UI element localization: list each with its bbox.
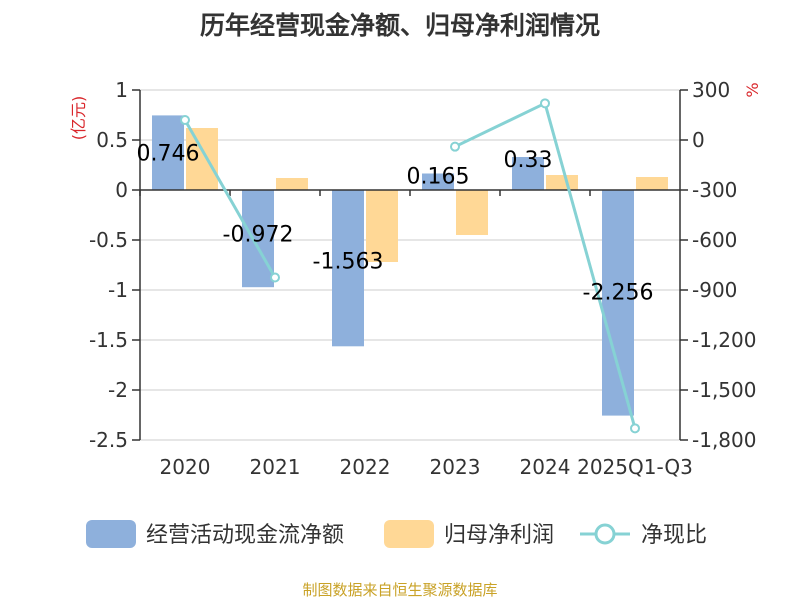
ratio-point — [450, 141, 460, 152]
bar-net-profit — [636, 177, 668, 190]
data-label-cash-flow: 0.746 — [137, 142, 200, 167]
bar-cash-flow — [242, 190, 274, 288]
legend-swatch-net-profit — [384, 520, 434, 548]
legend-label-net-profit: 归母净利润 — [444, 523, 554, 548]
chart-title: 历年经营现金净额、归母净利润情况 — [200, 11, 600, 40]
left-tick-label: -1 — [108, 278, 128, 302]
bar-cash-flow — [332, 190, 364, 347]
legend-marker-ratio — [594, 523, 616, 545]
category-label: 2025Q1-Q3 — [577, 455, 693, 479]
data-label-cash-flow: -0.972 — [223, 223, 294, 248]
ratio-point — [180, 115, 190, 125]
category-label: 2022 — [340, 455, 391, 479]
bar-net-profit — [186, 128, 218, 190]
legend-label-cash-flow: 经营活动现金流净额 — [146, 523, 344, 548]
bar-net-profit — [366, 190, 398, 262]
bar-cash-flow — [602, 190, 634, 416]
right-axis-unit: % — [743, 82, 762, 97]
category-label: 2023 — [430, 455, 481, 479]
legend: 经营活动现金流净额 归母净利润 净现比 — [86, 520, 707, 548]
right-tick-label: -300 — [692, 178, 737, 202]
left-tick-label: -0.5 — [89, 228, 128, 252]
data-label-cash-flow: 0.33 — [504, 148, 553, 173]
ratio-point — [270, 272, 280, 283]
right-tick-label: 0 — [692, 128, 705, 152]
legend-swatch-cash-flow — [86, 520, 136, 548]
right-tick-label: 300 — [692, 78, 730, 102]
bar-net-profit — [456, 190, 488, 235]
bar-net-profit — [276, 178, 308, 190]
bar-cash-flow — [512, 157, 544, 190]
bars — [152, 115, 668, 416]
right-tick-label: -1,200 — [692, 328, 756, 352]
right-tick-label: -600 — [692, 228, 737, 252]
category-label: 2024 — [520, 455, 571, 479]
right-tick-label: -900 — [692, 278, 737, 302]
data-label-cash-flow: -1.563 — [313, 249, 384, 274]
bar-cash-flow — [152, 115, 184, 190]
axes: 1 0.5 0 -0.5 -1 -1.5 -2 -2.5 300 0 -300 -600 -900 -1,… — [89, 78, 757, 479]
data-label-cash-flow: 0.165 — [407, 165, 470, 190]
left-tick-label: 0 — [115, 178, 128, 202]
left-tick-label: 0.5 — [96, 128, 128, 152]
ratio-point — [540, 98, 550, 109]
ratio-point — [630, 423, 640, 434]
category-label: 2021 — [250, 455, 301, 479]
right-tick-label: -1,800 — [692, 428, 756, 452]
source-footer: 制图数据来自恒生聚源数据库 — [302, 581, 497, 599]
left-tick-label: -2 — [108, 378, 128, 402]
legend-label-ratio: 净现比 — [641, 523, 707, 548]
bar-cash-flow — [422, 173, 454, 190]
bar-net-profit — [546, 175, 578, 190]
right-tick-label: -1,500 — [692, 378, 756, 402]
category-label: 2020 — [160, 455, 211, 479]
ratio-line-segment — [183, 119, 277, 279]
left-tick-label: -1.5 — [89, 328, 128, 352]
left-axis-unit: (亿元) — [69, 96, 88, 141]
ratio-line — [180, 98, 640, 434]
left-tick-label: -2.5 — [89, 428, 128, 452]
data-labels: 0.746 -0.972 -1.563 0.165 0.33 -2.256 — [137, 142, 654, 306]
left-tick-label: 1 — [115, 78, 128, 102]
data-label-cash-flow: -2.256 — [583, 281, 654, 306]
grid — [140, 89, 680, 441]
